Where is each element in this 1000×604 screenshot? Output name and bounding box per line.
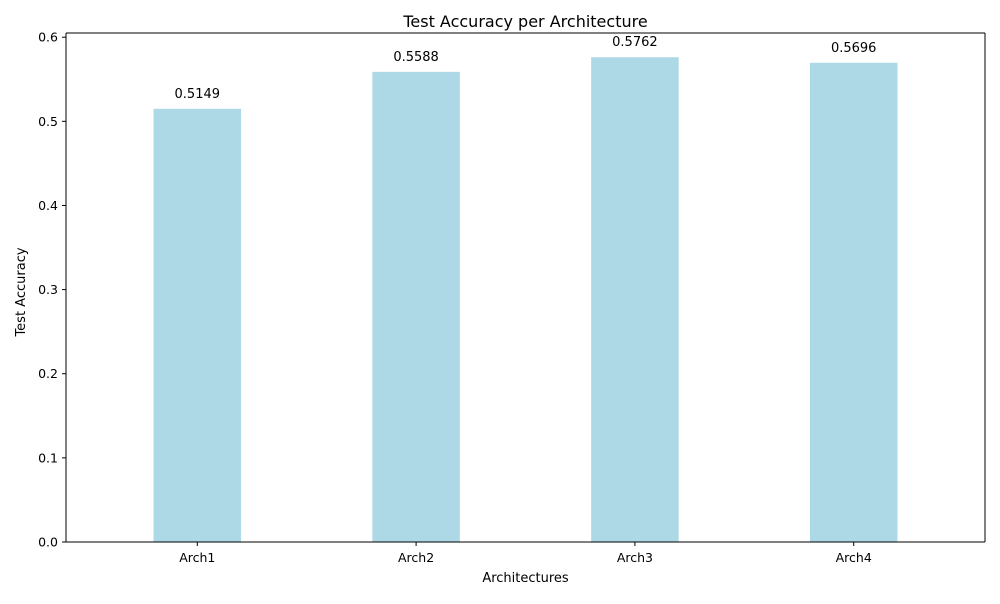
y-tick-label: 0.3 <box>38 282 58 297</box>
y-tick-label: 0.4 <box>38 198 58 213</box>
bar-arch2 <box>372 71 460 543</box>
x-axis-label: Architectures <box>482 571 569 586</box>
y-tick-label: 0.0 <box>38 535 58 550</box>
x-tick-label: Arch1 <box>179 550 215 565</box>
y-tick-label: 0.5 <box>38 114 58 129</box>
y-tick-label: 0.6 <box>38 30 58 45</box>
data-label-arch1: 0.5149 <box>175 87 221 102</box>
x-tick-label: Arch4 <box>836 550 872 565</box>
bar-arch3 <box>591 57 679 543</box>
data-label-arch3: 0.5762 <box>612 35 658 50</box>
bar-arch1 <box>153 108 242 543</box>
chart-title: Test Accuracy per Architecture <box>402 12 647 31</box>
plot-area: 0.5149 0.5588 0.5762 0.5696 0.0 0.1 0.2 0.3 0.4 0… <box>38 30 986 565</box>
data-label-arch4: 0.5696 <box>831 41 877 56</box>
data-label-arch2: 0.5588 <box>393 50 439 65</box>
bar-arch4 <box>809 62 898 543</box>
y-tick-label: 0.1 <box>38 450 58 465</box>
x-tick-label: Arch2 <box>398 550 434 565</box>
y-tick-label: 0.2 <box>38 366 58 381</box>
y-axis-label: Test Accuracy <box>14 247 29 337</box>
x-tick-label: Arch3 <box>617 550 653 565</box>
